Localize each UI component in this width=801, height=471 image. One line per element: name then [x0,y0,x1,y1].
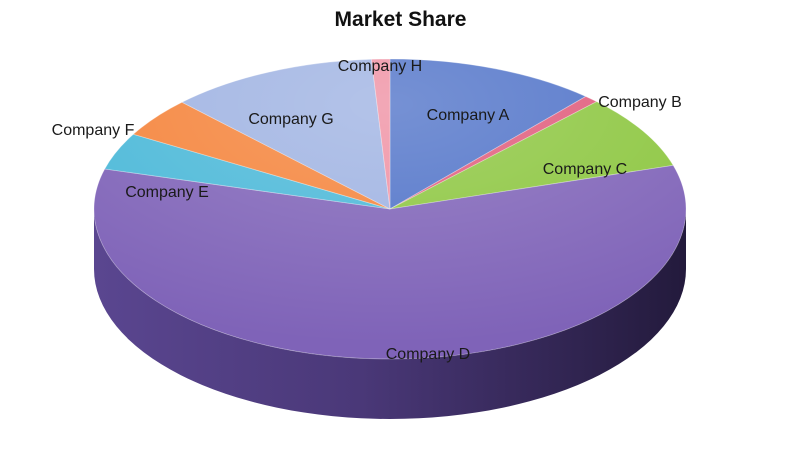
pie-top-sheen [94,59,686,359]
pie-slices-group [93,58,687,360]
slice-label-company-b: Company B [598,94,682,111]
slice-label-company-f: Company F [52,122,135,139]
slice-label-company-g: Company G [248,111,333,128]
slice-label-company-e: Company E [125,184,209,201]
pie-labels-group: Company A Company B Company C Company D Comp… [52,58,682,363]
slice-label-company-d: Company D [386,346,470,363]
pie-side-wall [94,209,686,419]
slice-label-company-a: Company A [427,107,510,124]
pie-side-group [94,209,686,419]
chart-title: Market Share [334,8,467,31]
slice-label-company-c: Company C [543,161,627,178]
slice-label-company-h: Company H [338,58,422,75]
